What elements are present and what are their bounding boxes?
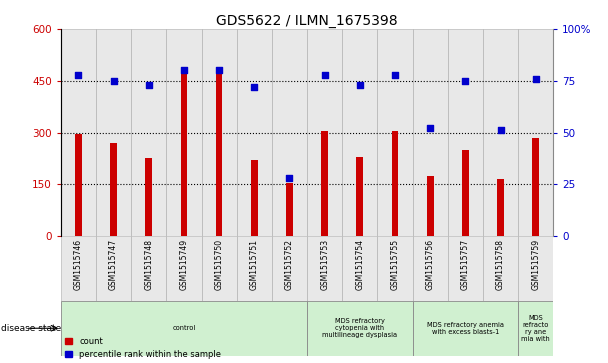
Bar	[462, 150, 469, 236]
Bar	[321, 131, 328, 236]
Bar	[167, 236, 201, 301]
Bar	[96, 29, 131, 236]
Legend: count, percentile rank within the sample: count, percentile rank within the sample	[65, 337, 221, 359]
Bar	[237, 236, 272, 301]
Bar	[181, 72, 187, 236]
Bar	[378, 29, 413, 236]
Point	[179, 68, 188, 73]
Bar	[131, 29, 167, 236]
Bar	[518, 29, 553, 236]
Text: GSM1515747: GSM1515747	[109, 239, 118, 290]
Bar	[533, 138, 539, 236]
Bar	[110, 143, 117, 236]
Text: GSM1515755: GSM1515755	[390, 239, 399, 290]
Title: GDS5622 / ILMN_1675398: GDS5622 / ILMN_1675398	[216, 14, 398, 28]
Bar	[518, 301, 553, 356]
Text: GSM1515749: GSM1515749	[179, 239, 188, 290]
Text: GSM1515753: GSM1515753	[320, 239, 329, 290]
Text: control: control	[172, 325, 196, 331]
Bar	[447, 29, 483, 236]
Text: GSM1515748: GSM1515748	[144, 239, 153, 290]
Bar	[201, 29, 237, 236]
Text: GSM1515750: GSM1515750	[215, 239, 224, 290]
Bar	[286, 183, 293, 236]
Point	[249, 84, 259, 90]
Bar	[167, 29, 201, 236]
Bar	[447, 236, 483, 301]
Bar	[427, 176, 434, 236]
Point	[285, 175, 294, 181]
Text: GSM1515754: GSM1515754	[355, 239, 364, 290]
Bar	[61, 29, 96, 236]
Point	[320, 72, 330, 77]
Bar	[75, 134, 81, 236]
Bar	[342, 236, 378, 301]
Point	[531, 76, 541, 82]
Bar	[61, 301, 307, 356]
Bar	[518, 236, 553, 301]
Text: GSM1515759: GSM1515759	[531, 239, 540, 290]
Text: MDS refractory
cytopenia with
multilineage dysplasia: MDS refractory cytopenia with multilinea…	[322, 318, 398, 338]
Bar	[272, 236, 307, 301]
Bar	[237, 29, 272, 236]
Text: GSM1515751: GSM1515751	[250, 239, 259, 290]
Bar	[483, 29, 518, 236]
Point	[355, 82, 365, 88]
Bar	[145, 158, 152, 236]
Text: GSM1515758: GSM1515758	[496, 239, 505, 290]
Text: MDS refractory anemia
with excess blasts-1: MDS refractory anemia with excess blasts…	[427, 322, 504, 335]
Bar	[251, 160, 258, 236]
Point	[214, 68, 224, 73]
Text: GSM1515757: GSM1515757	[461, 239, 470, 290]
Bar	[96, 236, 131, 301]
Text: GSM1515752: GSM1515752	[285, 239, 294, 290]
Point	[460, 78, 470, 84]
Point	[425, 126, 435, 131]
Bar	[497, 179, 504, 236]
Point	[109, 78, 119, 84]
Bar	[216, 67, 223, 236]
Bar	[201, 236, 237, 301]
Point	[496, 127, 505, 133]
Point	[390, 72, 400, 77]
Text: GSM1515756: GSM1515756	[426, 239, 435, 290]
Bar	[342, 29, 378, 236]
Text: GSM1515746: GSM1515746	[74, 239, 83, 290]
Bar	[61, 236, 96, 301]
Text: MDS
refracto
ry ane
mia with: MDS refracto ry ane mia with	[521, 315, 550, 342]
Bar	[307, 301, 413, 356]
Text: disease state: disease state	[1, 324, 61, 333]
Bar	[131, 236, 167, 301]
Bar	[307, 29, 342, 236]
Bar	[378, 236, 413, 301]
Point	[74, 72, 83, 77]
Bar	[392, 131, 398, 236]
Bar	[483, 236, 518, 301]
Bar	[307, 236, 342, 301]
Point	[144, 82, 154, 88]
Bar	[356, 157, 363, 236]
Bar	[413, 236, 447, 301]
Bar	[272, 29, 307, 236]
Bar	[413, 301, 518, 356]
Bar	[413, 29, 447, 236]
